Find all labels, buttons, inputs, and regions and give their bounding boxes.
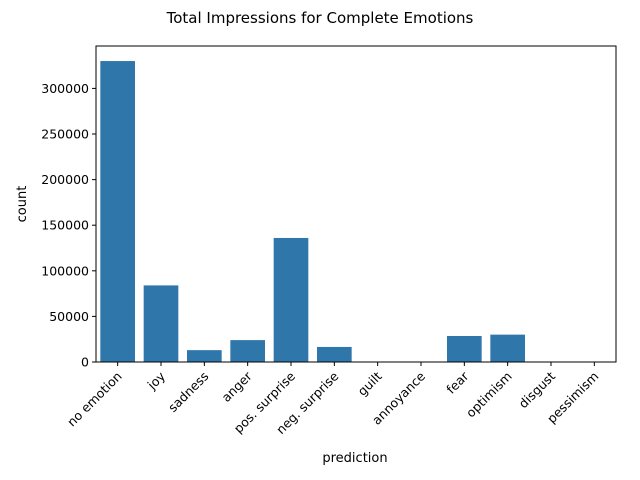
x-axis-label: prediction [322,451,387,466]
y-tick-label: 0 [81,355,89,370]
x-tick-label: disgust [516,368,559,411]
bar-joy [143,285,179,362]
bar-fear [447,336,482,362]
x-tick-label: joy [144,368,169,393]
x-tick-label: fear [443,368,472,397]
bar-no-emotion [100,61,135,363]
chart-title: Total Impressions for Complete Emotions [166,9,474,27]
y-tick-label: 250000 [41,127,89,142]
axes-frame [95,45,617,363]
y-tick-label: 300000 [41,81,89,96]
x-tick-label: anger [218,368,255,405]
y-tick-label: 200000 [41,172,89,187]
bar-pos-surprise [273,237,309,362]
bar-optimism [490,334,525,362]
y-axis-label: count [15,186,30,223]
bar-neg-surprise [317,346,352,362]
y-tick-label: 100000 [41,263,89,278]
plot-area: 0 50000 100000 150000 200000 250000 300000 no e… [41,45,617,437]
y-tick-label: 150000 [41,218,89,233]
x-tick-label: sadness [165,369,211,415]
x-tick-label: no emotion [64,369,125,430]
x-tick-label: optimism [463,369,515,421]
x-tick-label: guilt [355,368,385,398]
bar-sadness [187,350,222,362]
y-tick-label: 50000 [49,309,89,324]
bar-anger [230,340,265,362]
